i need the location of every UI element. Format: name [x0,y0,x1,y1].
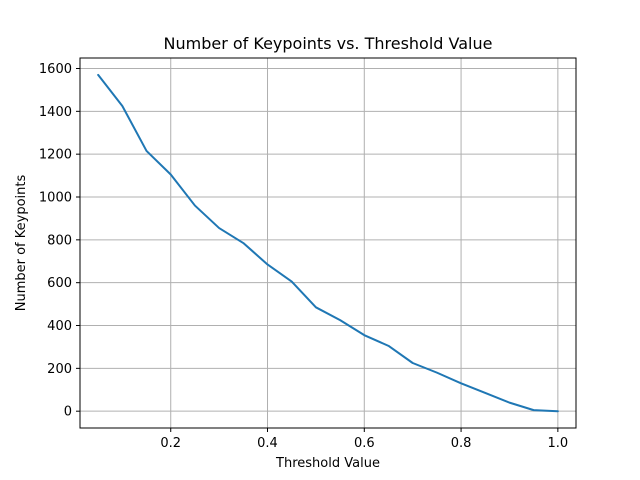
y-tick-label: 1600 [39,62,72,77]
grid [80,58,576,428]
y-axis-ticks: 0 200 400 600 800 1000 1200 1400 1600 [39,62,80,420]
x-tick-label: 0.2 [160,436,181,451]
y-tick-label: 0 [64,405,72,420]
x-axis-label: Threshold Value [275,456,380,471]
y-tick-label: 1400 [39,105,72,120]
y-axis-label: Number of Keypoints [14,175,29,312]
y-tick-label: 600 [47,276,72,291]
y-tick-label: 400 [47,319,72,334]
x-tick-label: 0.6 [354,436,375,451]
chart-title: Number of Keypoints vs. Threshold Value [164,34,493,53]
x-tick-label: 0.8 [451,436,472,451]
y-tick-label: 1200 [39,148,72,163]
x-tick-label: 0.4 [257,436,278,451]
y-tick-label: 1000 [39,191,72,206]
x-axis-ticks: 0.2 0.4 0.6 0.8 1.0 [160,428,568,451]
x-tick-label: 1.0 [548,436,569,451]
y-tick-label: 800 [47,233,72,248]
plot-frame [79,57,577,429]
series-line [97,73,559,413]
y-tick-label: 200 [47,362,72,377]
